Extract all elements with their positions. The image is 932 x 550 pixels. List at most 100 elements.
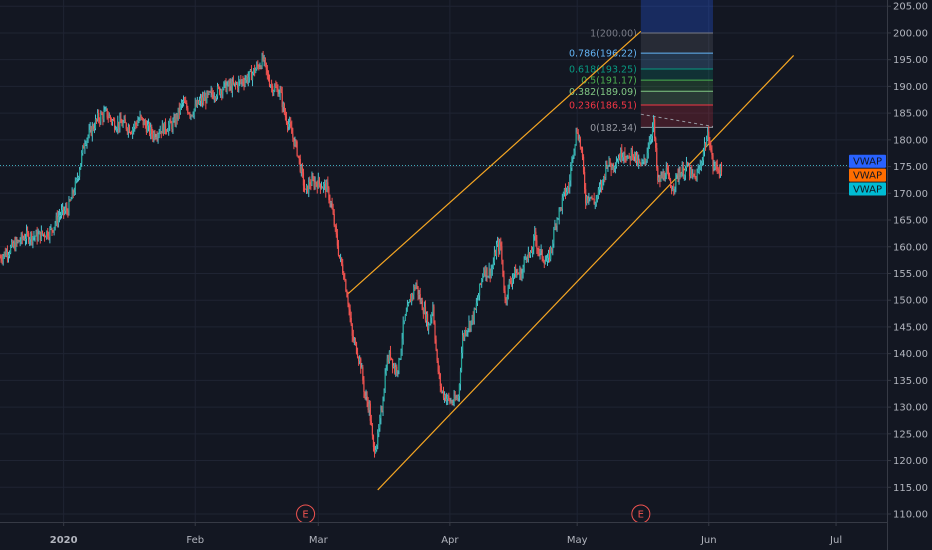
vwap-tag[interactable]: VWAP — [849, 182, 886, 196]
candle-body — [248, 71, 250, 78]
candle-body — [215, 96, 218, 99]
fib-level-label-0.786: 0.786(196.22) — [569, 49, 637, 60]
candle-body — [695, 175, 697, 182]
price-axis-label: 115.00 — [893, 483, 928, 494]
candle-body — [0, 257, 2, 260]
candle-body — [600, 184, 603, 188]
candle-body — [717, 169, 719, 171]
vwap-tag[interactable]: VWAP — [849, 168, 886, 182]
candle-body — [671, 187, 673, 191]
candle-body — [629, 156, 631, 160]
candle-body — [435, 339, 437, 350]
candle-body — [73, 192, 75, 194]
candle-body — [637, 155, 639, 165]
candle-body — [415, 284, 417, 290]
candle-body — [473, 308, 475, 321]
candle-body — [669, 179, 672, 188]
candle-body — [220, 90, 222, 95]
vwap-tag[interactable]: VWAP — [849, 154, 886, 168]
fib-zone-0.786 — [640, 53, 713, 70]
candle-body — [581, 148, 584, 157]
candle-body — [489, 268, 491, 277]
candle-body — [475, 303, 477, 310]
candle-body — [86, 138, 88, 145]
candle-body — [648, 141, 650, 149]
candle-body — [244, 80, 246, 85]
candle-body — [528, 252, 531, 256]
candle-body — [436, 349, 438, 361]
price-axis-panel[interactable] — [887, 0, 932, 550]
candle-body — [620, 149, 622, 160]
candle-body — [290, 122, 292, 127]
time-axis-label: Mar — [309, 535, 329, 546]
candle-body — [380, 410, 382, 419]
candle-body — [119, 117, 121, 128]
candle-body — [120, 117, 122, 123]
time-axis-label: 2020 — [50, 535, 78, 546]
candle-body — [83, 145, 85, 149]
candle-body — [192, 115, 194, 117]
candle-body — [7, 254, 10, 257]
fib-level-label-0.618: 0.618(193.25) — [569, 65, 637, 76]
candle-body — [294, 140, 296, 146]
candle-body — [232, 81, 235, 85]
candle-body — [52, 230, 54, 232]
candle-body — [674, 186, 676, 190]
candle-body — [368, 403, 370, 411]
candle-body — [273, 90, 275, 93]
candle-body — [314, 182, 316, 187]
candle-body — [141, 117, 143, 119]
candle-body — [251, 73, 254, 81]
candle-body — [194, 103, 196, 109]
candle-body — [197, 100, 200, 104]
candle-body — [454, 395, 456, 400]
candle-body — [363, 380, 365, 393]
candle-body — [317, 177, 319, 189]
trend-channel[interactable] — [347, 30, 795, 491]
candle-body — [390, 357, 393, 359]
candle-body — [526, 256, 528, 259]
fib-level-label-0.236: 0.236(186.51) — [569, 101, 637, 112]
candle-body — [203, 97, 205, 101]
candle-body — [617, 157, 620, 162]
candle-body — [177, 107, 179, 119]
candle-body — [301, 166, 303, 173]
candle-body — [574, 144, 576, 151]
candle-body — [367, 401, 369, 411]
candle-body — [484, 270, 486, 276]
candle-body — [647, 148, 649, 154]
candle-body — [536, 240, 538, 249]
earnings-marker[interactable]: E — [631, 504, 651, 524]
channel-lower-line[interactable] — [377, 54, 795, 491]
candle-body — [621, 149, 623, 159]
candle-body — [456, 397, 458, 399]
fibonacci-retracement[interactable]: 0(182.34) 0.236(186.51) 0.382(189.09)0.5(1… — [569, 0, 714, 134]
candle-body — [297, 155, 299, 157]
candle-body — [319, 183, 322, 189]
candle-body — [662, 173, 664, 179]
earnings-marker[interactable]: E — [296, 504, 316, 524]
time-axis-panel[interactable] — [0, 522, 887, 550]
indicator-tags[interactable]: VWAP VWAP VWAP — [849, 154, 886, 196]
candle-body — [80, 163, 82, 170]
candle-body — [98, 113, 100, 120]
candle-body — [21, 234, 23, 239]
candle-body — [470, 320, 472, 329]
candle-body — [677, 173, 679, 179]
candle-body — [296, 141, 298, 156]
candle-body — [428, 325, 430, 329]
candle-body — [5, 251, 7, 257]
candle-body — [540, 249, 542, 251]
candle-body — [327, 182, 329, 188]
candle-body — [370, 420, 372, 426]
candle-body — [692, 173, 694, 175]
candle-body — [100, 113, 102, 122]
channel-upper-line[interactable] — [347, 30, 642, 295]
candle-body — [105, 108, 107, 110]
price-axis-label: 110.00 — [893, 510, 928, 521]
candle-body — [539, 250, 541, 254]
